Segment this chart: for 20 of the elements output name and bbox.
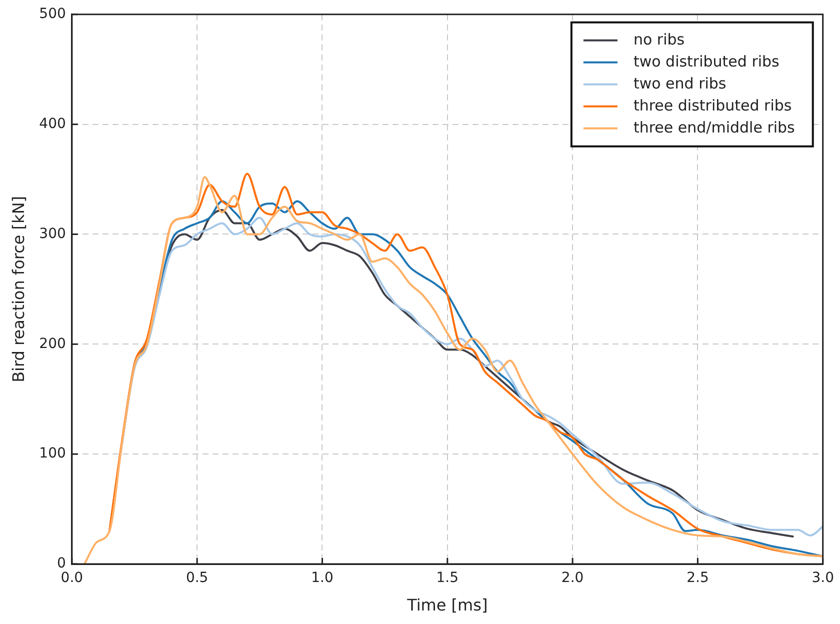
x-tick-label: 2.0: [561, 570, 584, 586]
x-tick-label: 0.5: [186, 570, 208, 586]
legend-label: two end ribs: [633, 74, 726, 92]
y-tick-label: 400: [39, 116, 66, 132]
x-tick-label: 3.0: [812, 570, 834, 586]
x-tick-label: 0.0: [60, 570, 84, 586]
y-tick-label: 200: [39, 336, 66, 352]
y-tick-label: 300: [39, 226, 66, 242]
y-axis-title: Bird reaction force [kN]: [8, 196, 28, 382]
legend-label: three end/middle ribs: [633, 118, 796, 136]
y-tick-label: 100: [39, 446, 66, 462]
legend-label: two distributed ribs: [633, 52, 780, 70]
x-tick-label: 1.0: [311, 570, 334, 586]
x-tick-label: 1.5: [436, 570, 459, 586]
legend-label: no ribs: [633, 30, 685, 48]
y-tick-label: 500: [39, 6, 66, 22]
x-axis-title: Time [ms]: [406, 596, 488, 615]
x-tick-label: 2.5: [686, 570, 709, 586]
y-tick-label: 0: [57, 556, 66, 572]
legend-label: three distributed ribs: [633, 96, 792, 114]
